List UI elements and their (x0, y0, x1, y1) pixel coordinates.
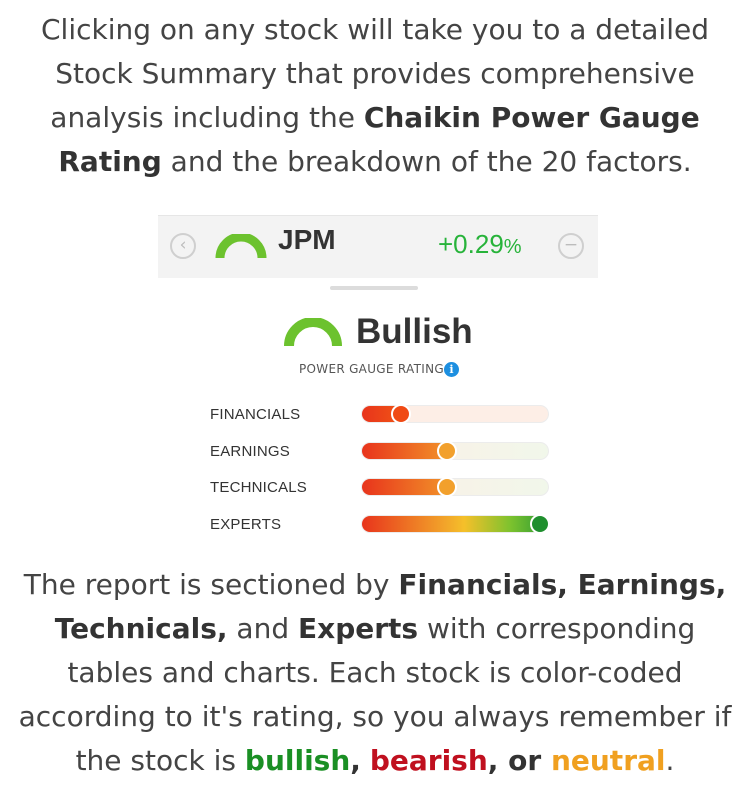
factor-fill (362, 442, 455, 459)
price-change-value: +0.29 (438, 229, 504, 259)
price-change: +0.29% (438, 229, 522, 260)
factor-label-earnings: EARNINGS (210, 442, 290, 460)
ticker-header: ‹ JPM +0.29% − (158, 215, 598, 278)
outro-text: The report is sectioned by (23, 568, 399, 601)
rating-label: Bullish (356, 312, 473, 351)
outro-comma: , (350, 744, 361, 777)
bullish-word: bullish (244, 744, 351, 777)
factor-level-knob (437, 440, 457, 461)
outro-and: and (227, 612, 299, 645)
info-icon[interactable]: i (444, 362, 459, 377)
chevron-left-circle-icon[interactable]: ‹ (170, 233, 196, 259)
outro-experts: Experts (298, 612, 419, 645)
factor-bar-earnings (361, 440, 549, 461)
ticker-symbol[interactable]: JPM (278, 224, 336, 255)
minus-circle-icon[interactable]: − (558, 233, 584, 259)
outro-paragraph: The report is sectioned by Financials, E… (14, 563, 736, 783)
outro-or: , or (487, 744, 551, 777)
factor-bar-technicals (361, 477, 549, 497)
factor-level-knob (437, 477, 457, 497)
neutral-word: neutral (550, 744, 666, 777)
intro-highlight: Chaikin Power Gauge Rating (58, 101, 700, 178)
rating-gauge-icon (284, 318, 342, 347)
factor-fill (362, 515, 548, 532)
factor-level-knob (530, 513, 550, 534)
drag-handle[interactable] (330, 286, 418, 290)
factor-level-knob (391, 404, 411, 424)
power-gauge-rating-title: POWER GAUGE RATING (299, 362, 444, 376)
outro-end: . (665, 744, 675, 777)
intro-text-end: and the breakdown of the 20 factors. (161, 145, 692, 178)
factor-fill (362, 479, 455, 495)
factor-label-experts: EXPERTS (210, 515, 282, 533)
factor-bar-financials (361, 404, 549, 424)
power-gauge-icon (215, 234, 267, 259)
outro-sections: Financials, Earnings, Technicals, (54, 568, 727, 645)
outro-body: with corresponding tables and charts. Ea… (18, 612, 732, 777)
factor-label-financials: FINANCIALS (210, 406, 301, 423)
intro-text: Clicking on any stock will take you to a… (40, 13, 709, 134)
bearish-word: bearish (369, 744, 488, 777)
price-change-unit: % (503, 236, 522, 258)
factor-bar-experts (361, 513, 550, 534)
factor-label-technicals: TECHNICALS (210, 479, 308, 496)
intro-paragraph: Clicking on any stock will take you to a… (20, 8, 730, 184)
